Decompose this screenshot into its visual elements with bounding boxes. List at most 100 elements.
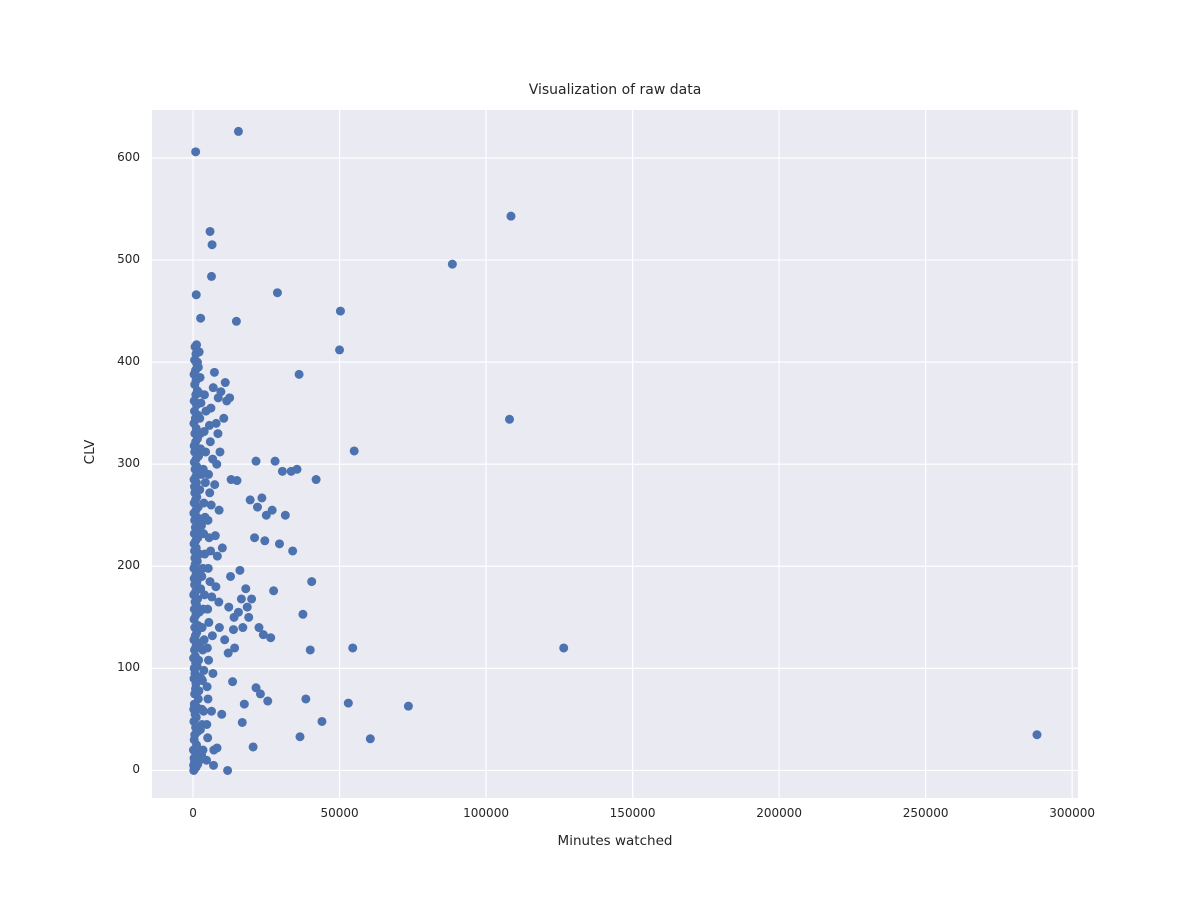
scatter-point [365,734,375,744]
scatter-point [204,420,214,430]
scatter-point [191,290,201,300]
scatter-point [199,635,209,645]
scatter-point [295,732,305,742]
scatter-point [198,604,208,614]
scatter-point [214,505,224,515]
scatter-point [254,623,264,633]
scatter-point [241,584,251,594]
x-tick-label: 150000 [609,806,656,820]
scatter-point [277,466,287,476]
scatter-point [230,643,240,653]
scatter-point [248,742,258,752]
scatter-point [208,383,218,393]
y-tick-label: 100 [117,660,140,675]
scatter-point [298,609,308,619]
scatter-point [233,607,243,617]
scatter-point [198,563,208,573]
scatter-point [204,617,214,627]
scatter-point [245,495,255,505]
scatter-point [210,480,220,490]
scatter-point [280,510,290,520]
scatter-point [272,288,282,298]
scatter-point [250,533,260,543]
scatter-point [237,717,247,727]
scatter-point [252,502,262,512]
scatter-point [505,414,515,424]
scatter-point [203,733,213,743]
scatter-point [200,549,210,559]
scatter-point [301,694,311,704]
scatter-point [305,645,315,655]
scatter-point [261,510,271,520]
scatter-point [206,706,216,716]
scatter-point [220,635,230,645]
scatter-point [266,633,276,643]
y-axis-label: CLV [82,439,98,465]
scatter-point [228,677,238,687]
scatter-point [270,456,280,466]
scatter-point [226,571,236,581]
scatter-point [200,478,210,488]
scatter-point [260,536,270,546]
scatter-point [225,393,235,403]
scatter-point [506,211,516,221]
scatter-point [196,444,206,454]
scatter-point [197,469,207,479]
scatter-point [335,306,345,316]
chart-title: Visualization of raw data [528,82,702,98]
scatter-point [205,488,215,498]
scatter-point [307,577,317,587]
scatter-point [196,674,206,684]
x-tick-label: 50000 [320,806,359,820]
scatter-point [207,240,217,250]
scatter-point [195,429,205,439]
scatter-point [199,498,209,508]
scatter-point [292,464,302,474]
scatter-point [244,612,254,622]
scatter-point [348,643,358,653]
scatter-point [236,594,246,604]
scatter-point [231,316,241,326]
scatter-point [209,367,219,377]
scatter-point [195,725,205,735]
scatter-point [214,623,224,633]
x-tick-label: 200000 [756,806,802,820]
scatter-point [215,447,225,457]
scatter-point [288,546,298,556]
scatter-point [343,698,353,708]
scatter-point [196,623,206,633]
y-tick-label: 200 [117,558,140,573]
scatter-point [198,645,208,655]
scatter-point [202,682,212,692]
scatter-point [204,655,214,665]
scatter-point [194,388,204,398]
scatter-point [205,226,215,236]
scatter-point [191,712,201,722]
scatter-point [197,520,207,530]
scatter-point [239,699,249,709]
scatter-point [217,543,227,553]
x-tick-label: 0 [189,806,197,820]
scatter-point [206,271,216,281]
scatter-point [217,709,227,719]
scatter-point [194,655,204,665]
scatter-point [269,586,279,596]
scatter-point [198,745,208,755]
scatter-point [194,347,204,357]
scatter-point [203,694,213,704]
scatter-point [195,372,205,382]
scatter-point [205,437,215,447]
scatter-point [223,648,233,658]
scatter-point [211,582,221,592]
scatter-point [1032,730,1042,740]
scatter-point [257,493,267,503]
x-tick-label: 100000 [463,806,509,820]
scatter-point [201,406,211,416]
scatter-point [317,716,327,726]
scatter-point [214,597,224,607]
scatter-point [199,590,209,600]
scatter-point [208,454,218,464]
scatter-point [194,686,204,696]
y-tick-label: 500 [117,252,140,267]
